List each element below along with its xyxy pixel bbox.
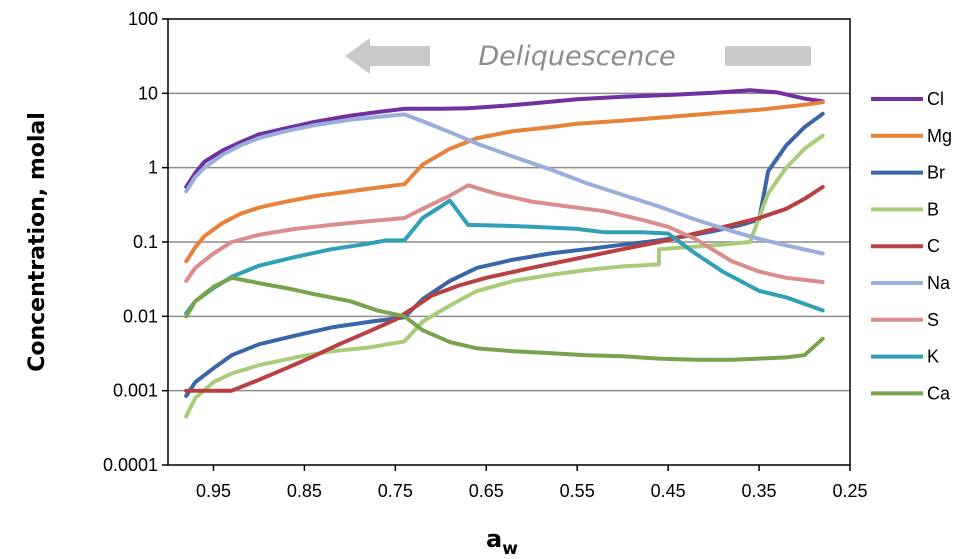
legend-label: Ca [927,383,951,403]
legend-item-S: S [871,310,939,330]
y-tick-label: 1 [148,158,158,178]
x-axis-title: aw [486,525,518,559]
legend-label: Br [927,163,945,183]
legend: Cl Mg Br BC Na SK Ca [871,89,952,403]
legend-item-B: B [871,199,939,219]
series-line-B [184,133,825,419]
x-tick-label: 0.95 [196,481,231,501]
legend-item-Ca: Ca [871,383,951,403]
legend-label: Cl [927,89,944,109]
series-line-Mg [184,100,825,264]
legend-label: Mg [927,126,952,146]
y-tick-label: 0.0001 [103,455,158,475]
x-tick-label: 0.75 [378,481,413,501]
arrow-tail [725,46,811,66]
legend-item-Mg: Mg [871,126,952,146]
y-tick-label: 0.1 [133,232,158,252]
series-line-Br [184,111,825,398]
left-arrow [345,38,430,74]
data-series [184,88,825,419]
legend-item-C: C [871,236,940,256]
series-line-K [184,198,825,316]
y-axis-title: Concentration, molal [25,112,50,372]
x-tick-label: 0.25 [832,481,867,501]
legend-item-Br: Br [871,163,945,183]
deliquescence-annotation: Deliquescence [345,38,811,74]
series-line-Cl [184,88,825,189]
y-tick-label: 100 [128,9,158,29]
gridlines [168,92,850,392]
x-axis-title-main: a [486,525,502,553]
x-tick-label: 0.55 [560,481,595,501]
legend-label: B [927,199,939,219]
legend-label: C [927,236,940,256]
annotation-text: Deliquescence [478,41,675,72]
y-tick-label: 0.01 [123,306,158,326]
legend-label: K [927,347,939,367]
series-line-Ca [184,275,825,362]
x-tick-label: 0.35 [742,481,777,501]
legend-label: S [927,310,939,330]
x-axis-ticks: 0.95 0.85 0.75 0.65 0.55 0.45 0.35 0.25 [196,465,868,501]
x-tick-label: 0.65 [469,481,504,501]
series-line-S [184,183,825,284]
y-axis-ticks: 0.0001 0.001 0.01 0.1 1 10 100 [103,9,168,475]
x-tick-label: 0.85 [287,481,322,501]
x-tick-label: 0.45 [651,481,686,501]
series-line-C [184,185,825,393]
legend-item-Na: Na [871,273,951,293]
series-line-Na [184,112,825,256]
legend-label: Na [927,273,951,293]
legend-item-Cl: Cl [871,89,944,109]
y-tick-label: 10 [138,83,158,103]
y-tick-label: 0.001 [113,381,158,401]
legend-item-K: K [871,347,939,367]
x-axis-title-subscript: w [502,539,518,559]
